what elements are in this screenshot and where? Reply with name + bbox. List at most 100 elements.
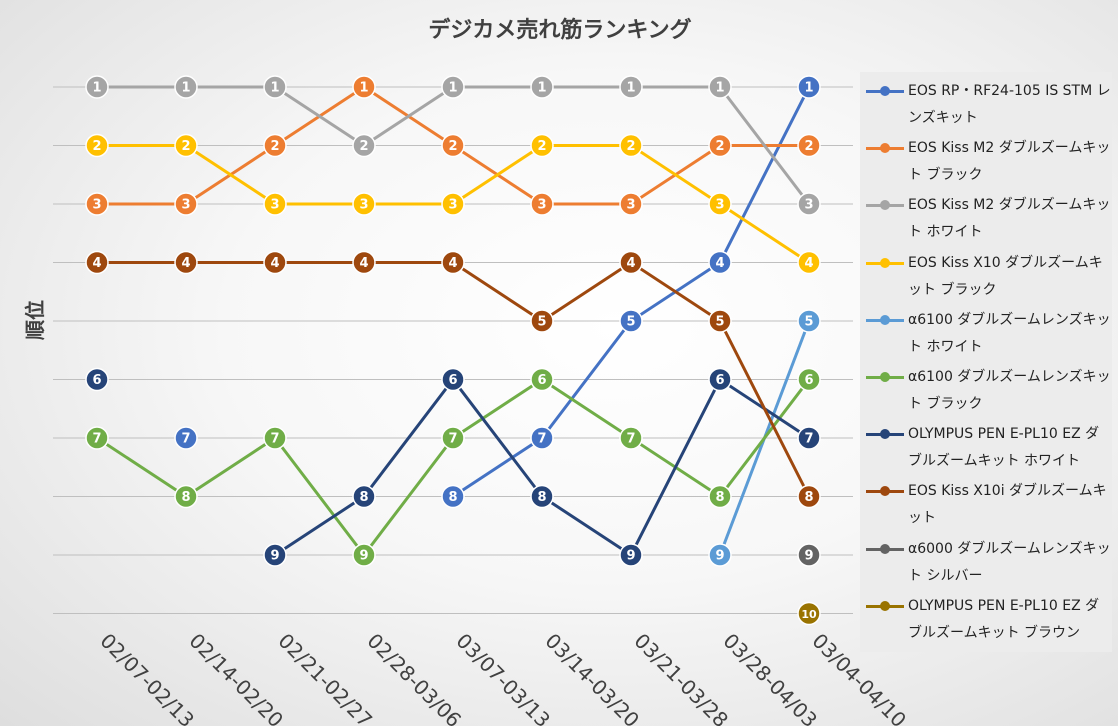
- data-point: 6: [708, 367, 732, 392]
- data-point-marker: [85, 426, 109, 450]
- data-label: 7: [92, 432, 101, 447]
- data-point: 9: [263, 543, 287, 567]
- legend-item: α6000 ダブルズームレンズキット シルバー: [866, 538, 1112, 595]
- data-label: 1: [359, 81, 368, 96]
- data-point: 4: [352, 250, 376, 275]
- data-point: 3: [263, 192, 287, 216]
- data-label: 6: [537, 373, 546, 388]
- data-point-marker: [708, 192, 732, 216]
- data-point-marker: [263, 75, 287, 99]
- x-tick-label: 03/14-03/20: [540, 629, 644, 726]
- legend-label: EOS RP・RF24-105 IS STM レンズキット: [908, 83, 1111, 126]
- data-point: 6: [441, 367, 465, 392]
- data-point-marker: [352, 484, 376, 509]
- legend-label: EOS Kiss M2 ダブルズームキット ブラック: [908, 140, 1111, 184]
- data-point-marker: [797, 75, 821, 99]
- data-point: 4: [797, 250, 821, 275]
- data-label: 4: [359, 256, 368, 271]
- data-point-marker: [708, 367, 732, 392]
- data-point: 6: [797, 367, 821, 392]
- data-point: 2: [797, 133, 821, 158]
- data-point-marker: [85, 133, 109, 158]
- data-point: 2: [441, 133, 465, 158]
- data-label: 4: [270, 256, 279, 271]
- legend-swatch: [866, 80, 906, 102]
- data-point: 8: [797, 484, 821, 509]
- data-point-marker: [797, 250, 821, 275]
- legend-item: α6100 ダブルズームレンズキット ホワイト: [866, 309, 1112, 366]
- data-point-marker: [441, 426, 465, 450]
- data-label: 1: [804, 81, 813, 96]
- data-point: 8: [352, 484, 376, 509]
- data-label: 7: [448, 432, 457, 447]
- data-label: 1: [626, 81, 635, 96]
- data-label: 1: [92, 81, 101, 96]
- x-tick-label: 02/07-02/13: [95, 629, 199, 726]
- data-point: 2: [530, 133, 554, 158]
- legend-swatch: [866, 538, 906, 560]
- data-point-marker: [174, 133, 198, 158]
- data-point: 4: [441, 250, 465, 275]
- data-point: 2: [174, 133, 198, 158]
- data-point: 9: [352, 543, 376, 567]
- chart-title: デジカメ売れ筋ランキング: [428, 17, 691, 43]
- grid-lines: [53, 86, 853, 614]
- data-label: 3: [92, 198, 101, 213]
- data-point-marker: [530, 133, 554, 158]
- data-point-marker: [85, 75, 109, 99]
- data-point: 4: [619, 250, 643, 275]
- data-point: 7: [619, 426, 643, 450]
- data-point-marker: [708, 250, 732, 275]
- data-point-marker: [441, 192, 465, 216]
- data-point-marker: [797, 309, 821, 333]
- data-point: 3: [797, 192, 821, 216]
- data-point-marker: [619, 75, 643, 99]
- data-point-marker: [619, 192, 643, 216]
- data-label: 3: [448, 198, 457, 213]
- data-label: 8: [181, 490, 190, 505]
- data-label: 2: [537, 139, 546, 154]
- data-label: 4: [448, 256, 457, 271]
- x-tick-label: 03/07-03/13: [451, 629, 555, 726]
- data-point: 7: [530, 426, 554, 450]
- data-point-marker: [797, 426, 821, 450]
- data-label: 9: [804, 549, 813, 564]
- data-label: 2: [626, 139, 635, 154]
- legend-label: EOS Kiss M2 ダブルズームキット ホワイト: [908, 197, 1111, 241]
- data-label: 3: [270, 198, 279, 213]
- data-point-marker: [352, 250, 376, 275]
- legend-swatch: [866, 423, 906, 445]
- data-point: 1: [619, 75, 643, 99]
- data-point-marker: [85, 250, 109, 275]
- data-point-marker: [352, 133, 376, 158]
- data-point-marker: [441, 367, 465, 392]
- data-point-marker: [530, 192, 554, 216]
- legend: EOS RP・RF24-105 IS STM レンズキット EOS Kiss M2…: [860, 72, 1112, 652]
- data-point-marker: [263, 192, 287, 216]
- data-label: 6: [715, 373, 724, 388]
- data-point: 4: [174, 250, 198, 275]
- x-axis-ticks: 02/07-02/1302/14-02/2002/21-02/2702/28-0…: [95, 629, 911, 726]
- legend-item: OLYMPUS PEN E-PL10 EZ ダブルズームキット ホワイト: [866, 423, 1112, 480]
- data-point-marker: [174, 192, 198, 216]
- data-point-marker: [619, 250, 643, 275]
- data-point: 3: [85, 192, 109, 216]
- data-label: 3: [804, 198, 813, 213]
- data-label: 3: [359, 198, 368, 213]
- data-point-marker: [441, 484, 465, 509]
- data-point: 3: [619, 192, 643, 216]
- data-point-marker: [530, 309, 554, 333]
- data-label: 5: [804, 315, 813, 330]
- data-point: 7: [797, 426, 821, 450]
- data-point-marker: [530, 484, 554, 509]
- data-point: 1: [708, 75, 732, 99]
- data-label: 5: [626, 315, 635, 330]
- data-point: 7: [85, 426, 109, 450]
- data-point-marker: [174, 484, 198, 509]
- data-point-marker: [797, 192, 821, 216]
- data-point: 3: [174, 192, 198, 216]
- data-point-marker: [441, 133, 465, 158]
- data-label: 1: [270, 81, 279, 96]
- data-point: 2: [352, 133, 376, 158]
